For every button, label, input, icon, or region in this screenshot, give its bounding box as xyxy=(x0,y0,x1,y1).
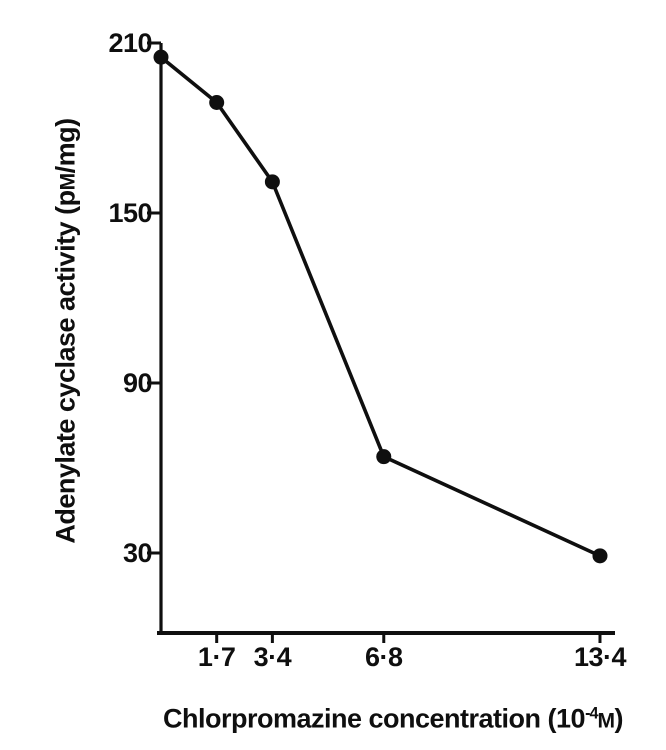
x-tick-label: 13·4 xyxy=(573,642,627,672)
data-line xyxy=(159,55,601,558)
y-axis-unit-smallcap: M xyxy=(56,173,80,191)
y-axis-title-suffix: /mg) xyxy=(50,118,81,174)
x-axis-title-text: Chlorpromazine concentration (10 xyxy=(162,703,586,734)
y-tick-label: 90 xyxy=(122,368,153,398)
x-axis-title: Chlorpromazine concentration (10-4M) xyxy=(162,703,624,735)
x-tick-label: 1·7 xyxy=(197,642,236,672)
data-point xyxy=(592,548,608,564)
y-tick-label: 210 xyxy=(108,28,152,58)
x-axis-title-suffix: ) xyxy=(614,703,624,734)
x-tick-label: 3·4 xyxy=(253,642,292,672)
x-axis-exponent: -4 xyxy=(585,704,598,723)
x-axis-unit-smallcap: M xyxy=(597,709,615,733)
y-tick-label: 30 xyxy=(122,538,153,568)
data-point xyxy=(209,95,225,110)
data-point xyxy=(153,49,169,65)
y-axis-title: Adenylate cyclase activity (pM/mg) xyxy=(51,118,82,543)
y-tick-label: 150 xyxy=(108,198,152,228)
y-axis-title-text: Adenylate cyclase activity (p xyxy=(50,190,81,544)
data-point xyxy=(376,449,392,465)
data-point xyxy=(264,174,280,190)
x-tick-label: 6·8 xyxy=(365,642,403,672)
